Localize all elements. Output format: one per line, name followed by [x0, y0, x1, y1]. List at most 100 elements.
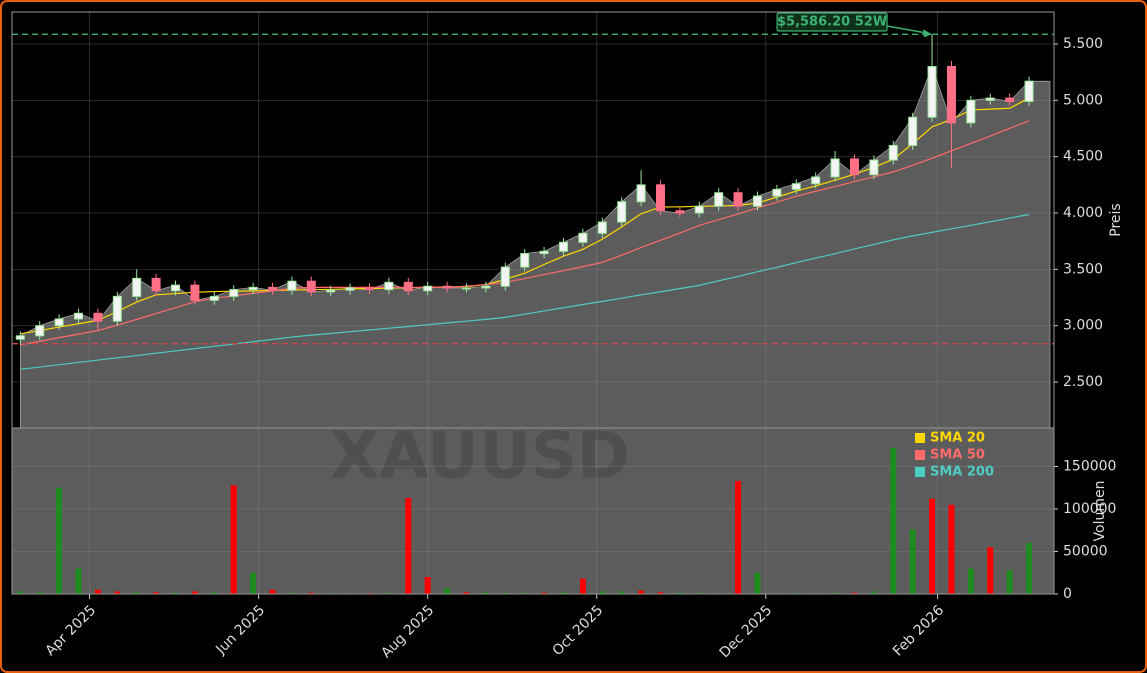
candle-body: [1024, 80, 1034, 102]
candle-body: [442, 285, 452, 289]
candle-body: [112, 295, 122, 322]
volume-bar: [870, 591, 877, 594]
legend-swatch: [915, 433, 925, 443]
candle-body: [1005, 97, 1015, 102]
y-tick-label: 5.500: [1063, 36, 1103, 52]
volume-bar: [696, 592, 703, 594]
candle-body: [248, 286, 258, 291]
volume-bar: [405, 497, 412, 594]
candle-body: [849, 158, 859, 176]
sma-line: [20, 97, 1030, 335]
volume-bar: [385, 592, 392, 594]
candle-body: [966, 99, 976, 124]
volume-bar: [754, 572, 761, 594]
volume-tick-label: 50000: [1063, 544, 1108, 560]
candle-body: [93, 312, 103, 322]
legend-label: SMA 200: [930, 465, 994, 480]
y-tick-label: 4.500: [1063, 149, 1103, 165]
sma-line: [20, 213, 1030, 370]
volume-bar: [890, 447, 897, 594]
candle-body: [268, 286, 277, 291]
volume-bar: [36, 592, 43, 594]
candle-body: [927, 66, 937, 118]
volume-bar: [618, 591, 625, 594]
candle-body: [54, 318, 64, 327]
candle-body: [520, 253, 530, 268]
volume-bar: [502, 592, 509, 594]
volume-bar: [56, 487, 63, 594]
annotation-text: $5,586.20 52W: [777, 15, 887, 30]
candle-body: [772, 188, 782, 197]
candle-body: [500, 266, 510, 287]
watermark: XAUUSD: [330, 420, 630, 494]
volume-bar: [172, 592, 179, 594]
volume-bar: [967, 568, 974, 594]
candle-body: [752, 195, 762, 207]
candle-body: [888, 144, 898, 161]
volume-bar: [579, 578, 586, 594]
volume-bar: [269, 589, 276, 594]
candle-body: [578, 232, 588, 243]
volume-bar: [676, 592, 683, 594]
candle-body: [539, 250, 549, 255]
candle-body: [326, 289, 336, 293]
volume-bar: [288, 592, 295, 594]
volume-bar: [250, 572, 257, 594]
candle-body: [481, 285, 491, 289]
volume-bar: [638, 590, 645, 594]
legend-label: SMA 50: [930, 448, 985, 463]
candle-body: [209, 295, 219, 301]
volume-bar: [463, 592, 470, 594]
volume-bar: [1006, 570, 1013, 594]
y-axis-label: Volumen: [1092, 481, 1108, 542]
candle-body: [151, 277, 161, 292]
legend-label: SMA 20: [930, 431, 985, 446]
volume-bar: [987, 547, 994, 594]
candle-body: [558, 241, 568, 252]
volume-bar: [94, 589, 101, 594]
sma-line: [20, 120, 1030, 346]
candle-body: [597, 221, 607, 234]
candle-body: [306, 280, 316, 293]
volume-tick-label: 100000: [1063, 501, 1116, 517]
y-axis-label: Preis: [1108, 203, 1124, 236]
volume-bar: [308, 592, 315, 594]
volume-bar: [114, 591, 121, 594]
candle-body: [423, 285, 433, 292]
candle-body: [345, 287, 355, 291]
volume-tick-label: 0: [1063, 586, 1072, 602]
volume-bar: [851, 592, 858, 594]
volume-bar: [75, 568, 82, 594]
volume-bar: [191, 591, 198, 594]
volume-bar: [153, 592, 160, 594]
volume-bar: [832, 592, 839, 594]
candle-body: [384, 281, 394, 291]
candle-body: [287, 280, 297, 291]
candle-body: [908, 116, 918, 146]
volume-bar: [17, 591, 24, 594]
volume-bar: [444, 588, 451, 594]
candle-body: [171, 284, 181, 292]
plot-border: [11, 11, 1055, 595]
volume-bar: [948, 504, 955, 594]
volume-bar: [230, 485, 237, 594]
candle-body: [985, 97, 995, 101]
candle-body: [403, 281, 413, 292]
candle-body: [811, 176, 821, 185]
candle-body: [675, 210, 685, 214]
y-tick-label: 5.000: [1063, 92, 1103, 108]
arrow-head: [923, 29, 933, 38]
candle-body: [791, 183, 801, 190]
volume-tick-label: 150000: [1063, 459, 1116, 475]
candle-body: [617, 201, 627, 223]
volume-bar: [521, 592, 528, 594]
volume-bar: [541, 592, 548, 594]
candle-body: [74, 312, 84, 320]
volume-bar: [211, 592, 218, 594]
volume-bar: [909, 529, 916, 594]
volume-bar: [560, 592, 567, 594]
candle-body: [946, 66, 956, 124]
legend-swatch: [915, 450, 925, 460]
candle-body: [35, 325, 45, 337]
